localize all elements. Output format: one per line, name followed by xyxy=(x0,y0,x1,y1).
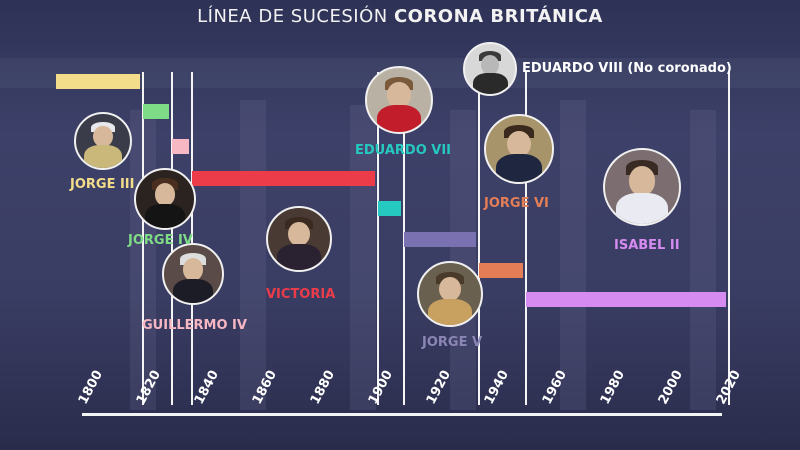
label-eduardo-viii: EDUARDO VIII (No coronado) xyxy=(522,61,732,76)
boundary-line-1830 xyxy=(171,72,173,405)
portrait-jorge-vi xyxy=(484,114,554,184)
reign-bar-jorge-vi xyxy=(479,263,523,278)
palace-column xyxy=(240,100,266,410)
portrait-jorge-iii xyxy=(74,112,132,170)
tick-label-2020: 2020 xyxy=(713,368,744,407)
label-jorge-v: JORGE V xyxy=(422,335,483,350)
boundary-line-1820 xyxy=(142,72,144,405)
reign-bar-jorge-iv xyxy=(143,104,169,119)
reign-bar-jorge-iii xyxy=(56,74,140,89)
reign-bar-jorge-v xyxy=(404,232,477,247)
boundary-line-1936 xyxy=(478,72,481,405)
portrait-jorge-iv xyxy=(134,168,196,230)
label-jorge-iv: JORGE IV xyxy=(128,233,193,248)
palace-column xyxy=(560,100,586,410)
tick-label-1880: 1880 xyxy=(307,368,338,407)
chart-title-bold: CORONA BRITÁNICA xyxy=(393,6,603,27)
portrait-guillermo-iv xyxy=(162,243,224,305)
label-jorge-iii: JORGE III xyxy=(70,177,135,192)
label-guillermo-iv: GUILLERMO IV xyxy=(142,318,247,333)
palace-column xyxy=(450,110,476,410)
boundary-line-2022 xyxy=(727,72,730,405)
label-isabel-ii: ISABEL II xyxy=(614,238,680,253)
tick-label-1940: 1940 xyxy=(481,368,512,407)
reign-bar-isabel-ii xyxy=(525,292,726,307)
label-jorge-vi: JORGE VI xyxy=(484,196,549,211)
tick-label-1840: 1840 xyxy=(191,368,222,407)
tick-label-2000: 2000 xyxy=(655,368,686,407)
label-victoria: VICTORIA xyxy=(266,287,336,302)
boundary-line-1901 xyxy=(376,72,379,405)
boundary-line-1837 xyxy=(191,72,194,405)
x-axis-line xyxy=(82,413,722,416)
chart-title-prefix: LÍNEA DE SUCESIÓN xyxy=(197,6,388,27)
palace-column xyxy=(690,110,716,410)
boundary-line-1952 xyxy=(524,72,527,405)
tick-label-1800: 1800 xyxy=(75,368,106,407)
palace-column xyxy=(350,105,376,410)
tick-label-1980: 1980 xyxy=(597,368,628,407)
portrait-eduardo-vii xyxy=(365,66,433,134)
label-eduardo-vii: EDUARDO VII xyxy=(355,143,452,158)
portrait-eduardo-viii xyxy=(463,42,517,96)
reign-bar-victoria xyxy=(192,171,375,186)
portrait-jorge-v xyxy=(417,261,483,327)
portrait-isabel-ii xyxy=(603,148,681,226)
reign-bar-guillermo-iv xyxy=(172,139,190,154)
chart-title: LÍNEA DE SUCESIÓN CORONA BRITÁNICA xyxy=(0,6,800,27)
reign-bar-eduardo-vii xyxy=(377,201,401,216)
portrait-victoria xyxy=(266,206,332,272)
